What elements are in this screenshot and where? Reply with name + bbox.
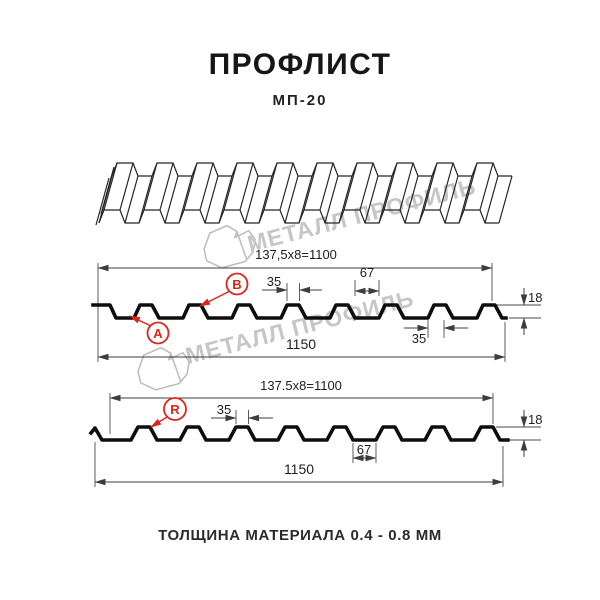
dim-rib-top-width: 35 — [217, 402, 231, 417]
material-thickness-note: ТОЛЩИНА МАТЕРИАЛА 0.4 - 0.8 ММ — [158, 527, 442, 544]
marker-b-circle — [225, 272, 249, 296]
marker-r-letter: R — [170, 402, 180, 417]
dim-profile-height: 18 — [528, 290, 542, 305]
marker-r-leader — [150, 416, 168, 428]
marker-a-letter: A — [153, 326, 163, 341]
dim-module-width: 137,5x8=1100 — [255, 247, 337, 262]
watermark-middle: МЕТАЛЛ ПРОФИЛЬ — [134, 285, 417, 393]
sheet-cut-edge-hatch — [95, 166, 115, 226]
marker-a-leader — [128, 315, 152, 327]
dim-overall-width: 1150 — [286, 336, 316, 352]
section-reverse-view: 137.5x8=1100 35 67 18 1150 — [88, 378, 542, 487]
dim-rib-top-width: 35 — [267, 274, 281, 289]
dim-profile-height: 18 — [528, 412, 542, 427]
profile-model-label: МП-20 — [272, 92, 328, 109]
dim-rib-spacing: 67 — [360, 265, 374, 280]
dim-rib-spacing: 67 — [357, 442, 371, 457]
sheet-3d-view — [95, 162, 513, 226]
dim-module-width: 137.5x8=1100 — [260, 378, 342, 393]
dim-overall-width: 1150 — [284, 461, 314, 477]
page-title: ПРОФЛИСТ — [208, 48, 392, 81]
dim-rib-bottom-width: 35 — [412, 331, 426, 346]
marker-b-letter: B — [232, 277, 241, 292]
profile-outline-reverse — [88, 425, 510, 442]
profile-outline-front — [91, 303, 508, 320]
marker-a-circle — [146, 321, 170, 345]
section-front-view: 137,5x8=1100 35 67 35 18 — [91, 247, 542, 362]
marker-b-leader — [198, 290, 231, 307]
marker-r-circle — [163, 397, 187, 421]
